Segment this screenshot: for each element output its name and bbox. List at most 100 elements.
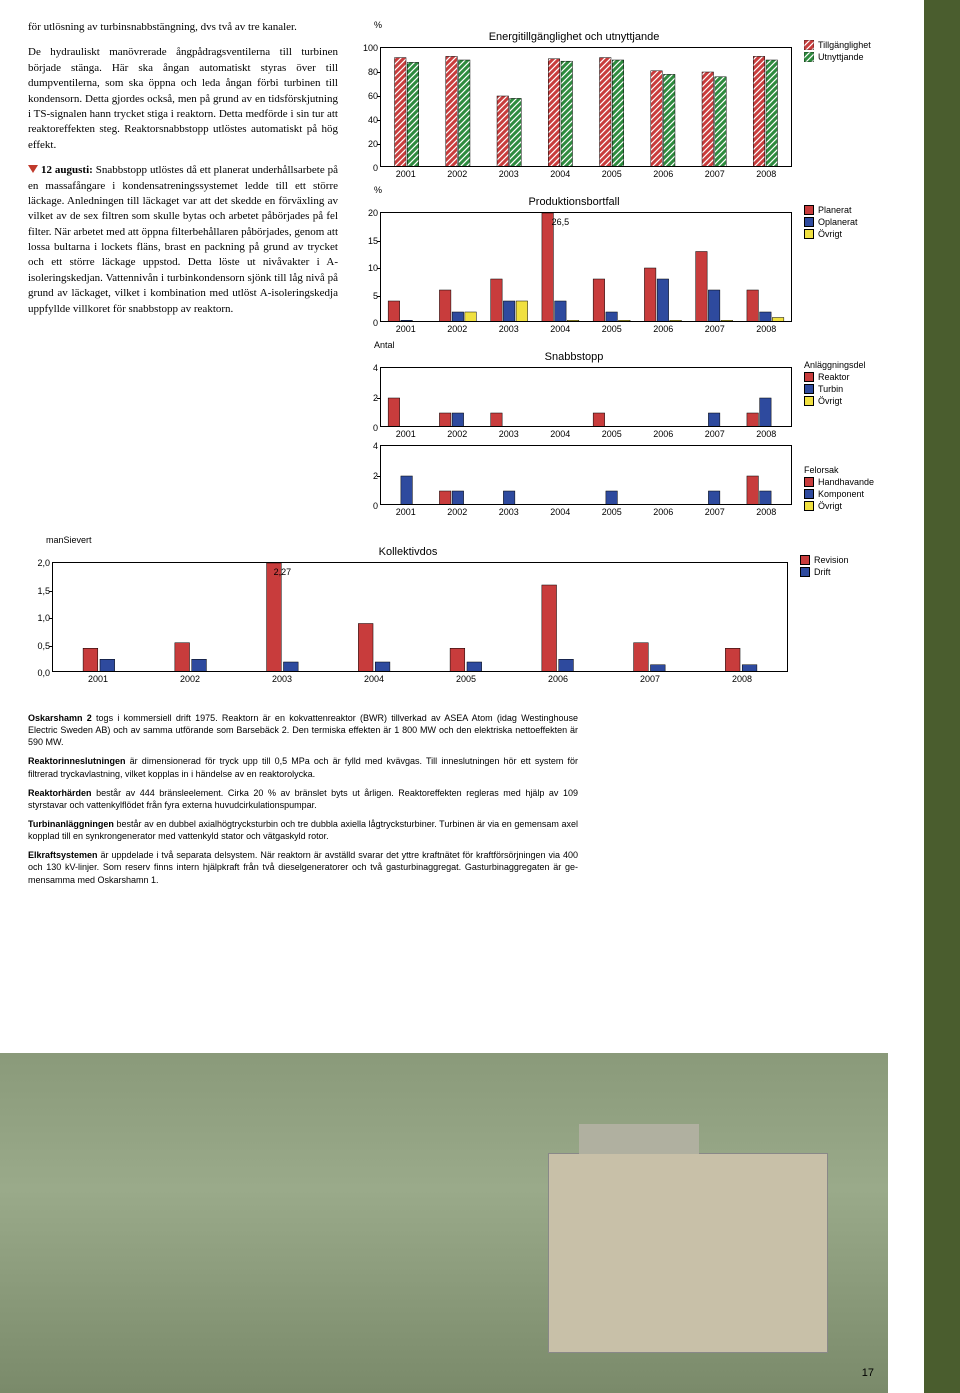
legend-swatch: [804, 489, 814, 499]
legend-item: Utnyttjande: [804, 52, 904, 62]
legend-swatch: [804, 372, 814, 382]
chart-title: Snabbstopp: [356, 351, 792, 363]
x-tick-label: 2002: [144, 672, 236, 684]
chart-kollektivdos: manSievertKollektivdos0,00,51,01,52,02,2…: [28, 535, 904, 684]
chart-legend: Anläggningsdel Reaktor Turbin Övrigt: [804, 360, 904, 408]
axis-unit: Antal: [374, 340, 792, 350]
y-tick-label: 80: [368, 67, 381, 77]
legend-swatch: [804, 229, 814, 239]
y-tick-label: 1,0: [37, 613, 53, 623]
legend-label: Oplanerat: [818, 217, 858, 227]
body-text-column: för utlösning av turbinsnabbstängning, d…: [28, 20, 338, 523]
legend-item: Revision: [800, 555, 900, 565]
x-tick-label: 2007: [689, 322, 741, 334]
y-tick-label: 20: [368, 139, 381, 149]
x-tick-label: 2001: [380, 322, 432, 334]
x-tick-label: 2005: [420, 672, 512, 684]
y-tick-label: 0: [373, 318, 381, 328]
x-tick-label: 2004: [535, 427, 587, 439]
x-tick-label: 2002: [432, 167, 484, 179]
y-tick-label: 2,0: [37, 558, 53, 568]
chart-title: Energitillgänglighet och utnyttjande: [356, 31, 792, 43]
legend-label: Reaktor: [818, 372, 850, 382]
paragraph-1: för utlösning av turbinsnabbstängning, d…: [28, 20, 338, 35]
legend-swatch: [804, 205, 814, 215]
x-tick-label: 2006: [638, 322, 690, 334]
triangle-icon: [28, 165, 38, 173]
legend-swatch: [804, 501, 814, 511]
page-number: 17: [862, 1367, 874, 1379]
x-tick-label: 2006: [512, 672, 604, 684]
chart-snabbstopp: AntalSnabbstopp0242001200220032004200520…: [356, 340, 904, 439]
legend-item: Planerat: [804, 205, 904, 215]
top-section: för utlösning av turbinsnabbstängning, d…: [28, 20, 904, 523]
x-tick-label: 2002: [432, 505, 484, 517]
legend-label: Drift: [814, 567, 831, 577]
axis-unit: %: [374, 20, 792, 30]
x-tick-label: 2003: [483, 322, 535, 334]
x-tick-label: 2003: [483, 505, 535, 517]
chart-kollektivdos-row: manSievertKollektivdos0,00,51,01,52,02,2…: [28, 535, 904, 684]
y-tick-label: 100: [363, 43, 381, 53]
x-tick-label: 2003: [483, 167, 535, 179]
x-tick-label: 2003: [236, 672, 328, 684]
chart-area: 020406080100: [380, 47, 792, 167]
paragraph-3: 12 augusti: Snabbstopp utlöstes då ett p…: [28, 163, 338, 317]
chart-legend: Planerat Oplanerat Övrigt: [804, 205, 904, 241]
x-tick-label: 2008: [741, 167, 793, 179]
legend-label: Handhavande: [818, 477, 874, 487]
legend-item: Tillgänglighet: [804, 40, 904, 50]
x-tick-label: 2001: [380, 167, 432, 179]
x-tick-label: 2001: [52, 672, 144, 684]
legend-label: Turbin: [818, 384, 843, 394]
legend-item: Drift: [800, 567, 900, 577]
chart-title: Produktionsbortfall: [356, 196, 792, 208]
legend-label: Komponent: [818, 489, 864, 499]
legend-title: Anläggningsdel: [804, 360, 904, 370]
charts-column: %Energitillgänglighet och utnyttjande020…: [356, 20, 904, 523]
x-tick-label: 2004: [535, 167, 587, 179]
legend-swatch: [804, 396, 814, 406]
legend-swatch: [800, 567, 810, 577]
legend-label: Övrigt: [818, 229, 842, 239]
x-tick-label: 2005: [586, 322, 638, 334]
desc-p2: Reaktorinneslutningen är dimensionerad f…: [28, 755, 578, 779]
legend-item: Övrigt: [804, 229, 904, 239]
chart-area: 024: [380, 445, 792, 505]
chart-area: 024: [380, 367, 792, 427]
facility-photo: [0, 1053, 888, 1393]
x-tick-label: 2008: [741, 322, 793, 334]
y-tick-label: 1,5: [37, 586, 53, 596]
y-tick-label: 0: [373, 423, 381, 433]
desc-p3: Reaktorhärden består av 444 bränsleeleme…: [28, 787, 578, 811]
facility-description: Oskarshamn 2 togs i kommersiell drift 19…: [28, 712, 578, 886]
legend-label: Planerat: [818, 205, 852, 215]
x-tick-label: 2008: [741, 427, 793, 439]
x-tick-label: 2007: [689, 427, 741, 439]
y-tick-label: 20: [368, 208, 381, 218]
axis-unit: manSievert: [46, 535, 788, 545]
y-tick-label: 0: [373, 163, 381, 173]
y-tick-label: 4: [373, 441, 381, 451]
y-tick-label: 0,0: [37, 668, 53, 678]
building-illustration: [548, 1153, 828, 1353]
legend-swatch: [804, 40, 814, 50]
x-tick-label: 2007: [689, 505, 741, 517]
chart-area: 0510152026,5: [380, 212, 792, 322]
x-tick-label: 2004: [328, 672, 420, 684]
x-tick-label: 2005: [586, 427, 638, 439]
chart-energitillgänglighet-och-utnyttjande: %Energitillgänglighet och utnyttjande020…: [356, 20, 904, 179]
legend-label: Utnyttjande: [818, 52, 864, 62]
x-tick-label: 2007: [604, 672, 696, 684]
paragraph-2: De hydrauliskt manövrerade ångpådrags­ve…: [28, 45, 338, 153]
x-tick-label: 2007: [689, 167, 741, 179]
legend-swatch: [804, 384, 814, 394]
x-tick-label: 2003: [483, 427, 535, 439]
x-tick-label: 2001: [380, 505, 432, 517]
chart-annotation: 26,5: [552, 217, 570, 227]
chart-legend: FelorsakHandhavandeKomponentÖvrigt: [804, 465, 904, 513]
x-tick-label: 2004: [535, 322, 587, 334]
legend-swatch: [800, 555, 810, 565]
x-tick-label: 2008: [741, 505, 793, 517]
legend-label: Övrigt: [818, 396, 842, 406]
